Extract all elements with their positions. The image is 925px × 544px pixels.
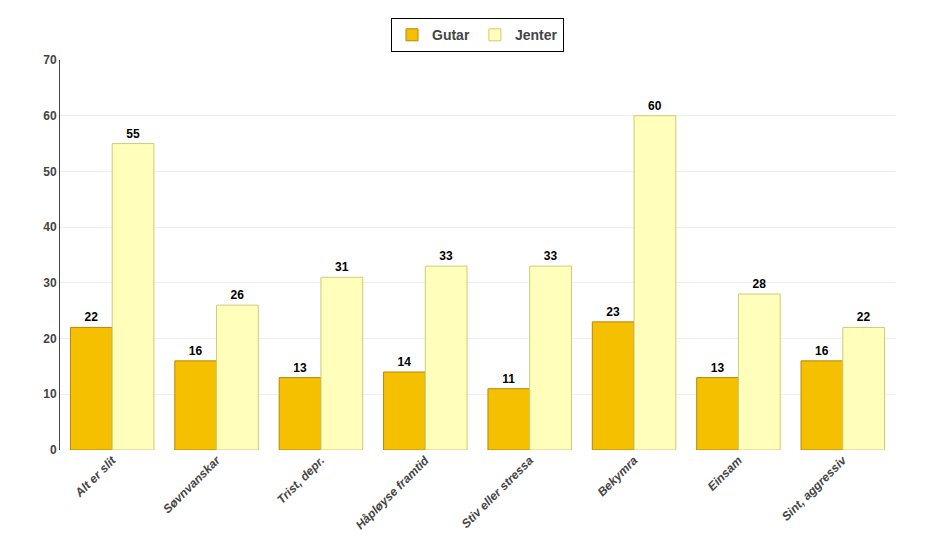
- svg-text:40: 40: [43, 220, 57, 234]
- svg-text:26: 26: [231, 288, 245, 302]
- svg-text:11: 11: [502, 372, 515, 386]
- svg-text:23: 23: [606, 305, 620, 319]
- svg-text:60: 60: [648, 99, 662, 113]
- svg-text:22: 22: [857, 310, 871, 324]
- svg-text:10: 10: [43, 387, 57, 401]
- svg-text:20: 20: [43, 332, 57, 346]
- svg-text:50: 50: [43, 165, 57, 179]
- svg-text:13: 13: [293, 361, 307, 375]
- svg-text:16: 16: [815, 344, 829, 358]
- svg-text:16: 16: [189, 344, 203, 358]
- svg-text:33: 33: [544, 249, 558, 263]
- svg-text:70: 70: [43, 53, 57, 67]
- svg-text:31: 31: [335, 260, 349, 274]
- svg-text:33: 33: [439, 249, 453, 263]
- svg-text:Einsam: Einsam: [705, 453, 745, 493]
- svg-text:Søvnvanskar: Søvnvanskar: [160, 453, 224, 517]
- svg-text:Stiv eller stressa: Stiv eller stressa: [459, 453, 537, 531]
- svg-text:60: 60: [43, 109, 57, 123]
- svg-text:Jenter: Jenter: [515, 27, 558, 43]
- svg-text:Gutar: Gutar: [432, 27, 470, 43]
- svg-text:28: 28: [752, 277, 766, 291]
- svg-text:Alt er slit: Alt er slit: [72, 453, 120, 501]
- svg-text:13: 13: [711, 361, 725, 375]
- svg-text:22: 22: [84, 310, 98, 324]
- svg-text:Håpløyse framtid: Håpløyse framtid: [353, 453, 432, 532]
- svg-text:0: 0: [50, 443, 57, 457]
- svg-text:Sint, aggressiv: Sint, aggressiv: [779, 453, 850, 524]
- svg-text:Trist, depr.: Trist, depr.: [274, 453, 327, 506]
- svg-text:30: 30: [43, 276, 57, 290]
- svg-text:14: 14: [398, 355, 412, 369]
- svg-text:Bekymra: Bekymra: [595, 453, 641, 499]
- svg-text:55: 55: [126, 127, 140, 141]
